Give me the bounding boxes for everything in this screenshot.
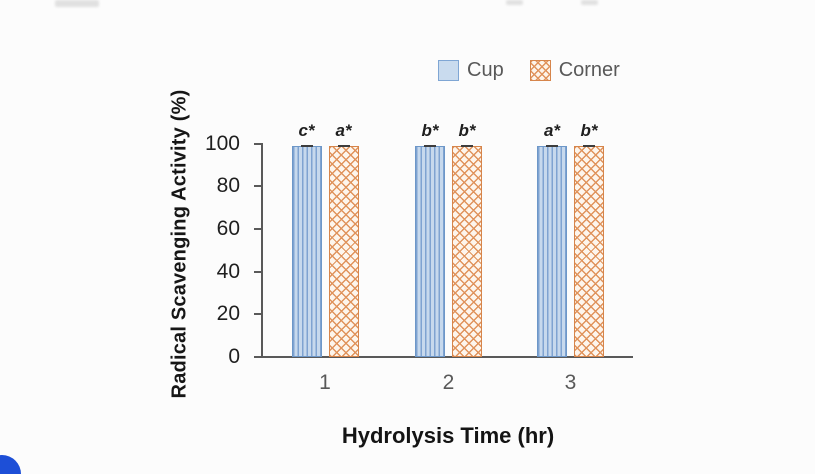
y-tick-label: 40: [216, 259, 240, 283]
significance-label: a*: [543, 120, 561, 140]
cropped-text-artifact: [55, 0, 99, 7]
error-bar: [337, 144, 350, 148]
y-tick-label: 80: [216, 174, 240, 198]
y-tick-mark: [254, 313, 262, 316]
y-axis-line: [261, 143, 263, 358]
legend-label: Corner: [558, 59, 620, 81]
significance-label: c*: [298, 120, 315, 140]
x-axis-title: Hydrolysis Time (hr): [341, 423, 555, 448]
legend-label: Cup: [467, 59, 504, 81]
legend-swatch-cup: [438, 60, 459, 81]
bar-corner-group2: [452, 145, 482, 357]
cropped-text-artifact: [581, 0, 598, 5]
x-tick-label: 2: [442, 371, 455, 394]
legend-item-corner: Corner: [529, 59, 620, 82]
y-tick-mark: [254, 270, 262, 273]
error-bar: [300, 144, 313, 148]
bar-cup-group2: [415, 145, 445, 357]
bar-corner-group3: [574, 145, 604, 357]
y-tick-label: 60: [216, 216, 240, 240]
y-tick-label: 0: [228, 345, 240, 368]
cropped-text-artifact: [506, 0, 523, 5]
y-tick-mark: [254, 356, 262, 358]
legend-item-cup: Cup: [438, 59, 504, 82]
bar-cup-group3: [537, 145, 567, 357]
x-tick-label: 1: [319, 371, 331, 394]
chart-legend: Cup Corner: [438, 59, 620, 82]
bar-corner-group1: [328, 145, 359, 357]
significance-label: b*: [458, 120, 476, 140]
y-tick-mark: [254, 142, 262, 145]
error-bar: [583, 144, 595, 148]
x-tick-label: 3: [564, 371, 577, 394]
error-bar: [546, 144, 558, 148]
y-tick-label: 20: [216, 302, 240, 326]
significance-label: a*: [335, 120, 352, 140]
corner-blue-button[interactable]: [0, 455, 21, 474]
error-bar: [461, 144, 473, 148]
significance-label: b*: [421, 120, 439, 140]
bar-cup-group1: [291, 145, 322, 357]
legend-swatch-corner: [529, 60, 551, 81]
y-tick-mark: [254, 227, 262, 230]
y-tick-label: 100: [204, 131, 240, 155]
x-axis-line: [261, 356, 633, 358]
significance-label: b*: [580, 120, 598, 140]
y-tick-mark: [254, 185, 262, 188]
error-bar: [424, 144, 436, 148]
